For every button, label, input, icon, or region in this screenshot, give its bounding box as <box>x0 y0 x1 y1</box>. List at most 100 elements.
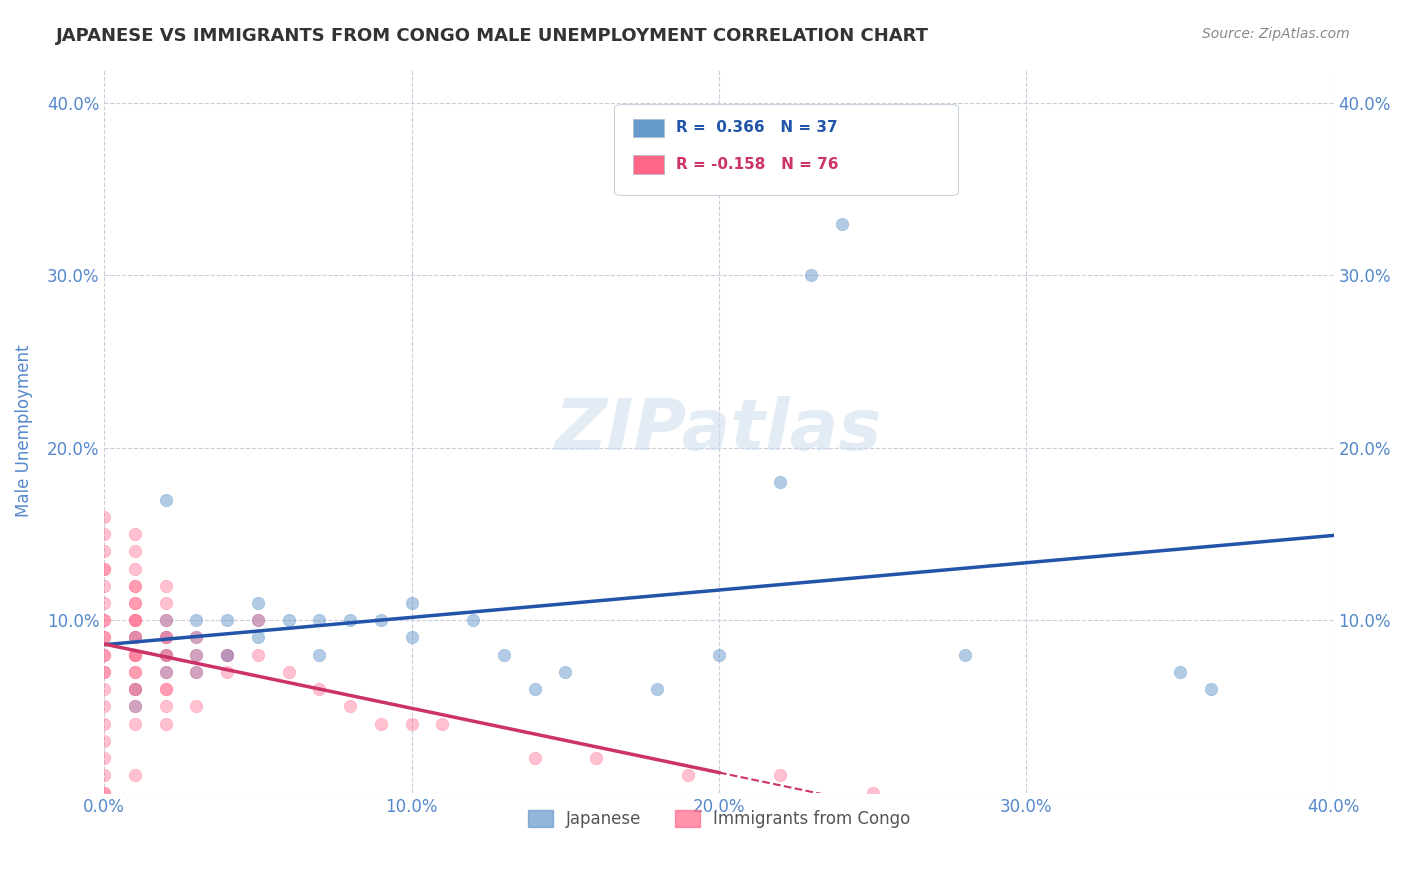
Point <box>186 648 208 662</box>
Point <box>124 613 146 627</box>
Point <box>155 579 177 593</box>
Point <box>246 631 269 645</box>
Point <box>93 561 115 575</box>
Point <box>124 579 146 593</box>
Point <box>93 631 115 645</box>
Point <box>523 682 546 697</box>
Text: ZIPatlas: ZIPatlas <box>555 396 883 465</box>
Point <box>186 613 208 627</box>
Point <box>93 579 115 593</box>
Point <box>93 786 115 800</box>
Point <box>155 631 177 645</box>
Point <box>155 665 177 679</box>
Point <box>339 699 361 714</box>
Point <box>370 613 392 627</box>
Point <box>155 613 177 627</box>
Point <box>217 665 239 679</box>
Point <box>308 648 330 662</box>
Point <box>124 682 146 697</box>
Point <box>124 665 146 679</box>
Point <box>124 682 146 697</box>
Point <box>186 699 208 714</box>
Point <box>155 665 177 679</box>
Point <box>124 596 146 610</box>
Point <box>155 492 177 507</box>
Point <box>124 682 146 697</box>
Point <box>1199 682 1222 697</box>
Point <box>124 648 146 662</box>
FancyBboxPatch shape <box>614 104 959 195</box>
Point <box>492 648 515 662</box>
Point <box>800 268 823 283</box>
Point <box>277 613 299 627</box>
Point <box>93 768 115 782</box>
Point <box>93 682 115 697</box>
Point <box>308 613 330 627</box>
Point <box>124 631 146 645</box>
Point <box>186 631 208 645</box>
Point <box>155 648 177 662</box>
Text: R = -0.158   N = 76: R = -0.158 N = 76 <box>676 157 838 171</box>
Point <box>93 716 115 731</box>
Point <box>769 768 792 782</box>
Point <box>124 596 146 610</box>
Point <box>585 751 607 765</box>
Text: Source: ZipAtlas.com: Source: ZipAtlas.com <box>1202 27 1350 41</box>
Point <box>246 613 269 627</box>
Point <box>93 648 115 662</box>
Point <box>124 631 146 645</box>
Point <box>217 648 239 662</box>
Point <box>339 613 361 627</box>
Point <box>93 596 115 610</box>
Point <box>432 716 454 731</box>
Point <box>124 699 146 714</box>
Point <box>554 665 576 679</box>
Point <box>186 631 208 645</box>
Point <box>155 648 177 662</box>
Point <box>93 665 115 679</box>
Point <box>155 682 177 697</box>
Point <box>707 648 730 662</box>
Point <box>124 613 146 627</box>
Point <box>155 648 177 662</box>
Point <box>155 613 177 627</box>
Point <box>93 751 115 765</box>
Point <box>124 768 146 782</box>
Bar <box>633 120 664 137</box>
Point <box>124 579 146 593</box>
Bar <box>633 155 664 174</box>
Point <box>217 648 239 662</box>
Point <box>124 716 146 731</box>
Point <box>401 716 423 731</box>
Point <box>246 596 269 610</box>
Point <box>93 613 115 627</box>
Point <box>676 768 699 782</box>
Legend: Japanese, Immigrants from Congo: Japanese, Immigrants from Congo <box>522 804 917 835</box>
Point <box>186 648 208 662</box>
Point <box>124 648 146 662</box>
Point <box>124 648 146 662</box>
Point <box>953 648 976 662</box>
Point <box>401 631 423 645</box>
Point <box>769 475 792 490</box>
Point <box>461 613 484 627</box>
Point <box>155 631 177 645</box>
Point <box>1168 665 1191 679</box>
Point <box>93 527 115 541</box>
Point <box>831 217 853 231</box>
Point <box>124 613 146 627</box>
Point <box>124 631 146 645</box>
Point <box>155 682 177 697</box>
Point <box>246 648 269 662</box>
Y-axis label: Male Unemployment: Male Unemployment <box>15 344 32 516</box>
Point <box>523 751 546 765</box>
Point <box>93 699 115 714</box>
Point <box>93 509 115 524</box>
Point <box>124 527 146 541</box>
Point <box>370 716 392 731</box>
Point <box>124 561 146 575</box>
Point <box>862 786 884 800</box>
Point <box>217 613 239 627</box>
Point <box>93 665 115 679</box>
Point <box>186 665 208 679</box>
